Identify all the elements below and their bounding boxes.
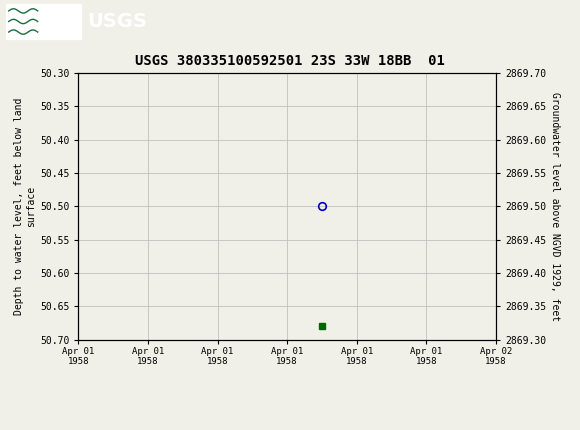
Y-axis label: Groundwater level above NGVD 1929, feet: Groundwater level above NGVD 1929, feet bbox=[550, 92, 560, 321]
Y-axis label: Depth to water level, feet below land
surface: Depth to water level, feet below land su… bbox=[14, 98, 36, 315]
Text: USGS 380335100592501 23S 33W 18BB  01: USGS 380335100592501 23S 33W 18BB 01 bbox=[135, 54, 445, 68]
Text: USGS: USGS bbox=[87, 12, 147, 31]
Bar bbox=[6, 4, 81, 39]
